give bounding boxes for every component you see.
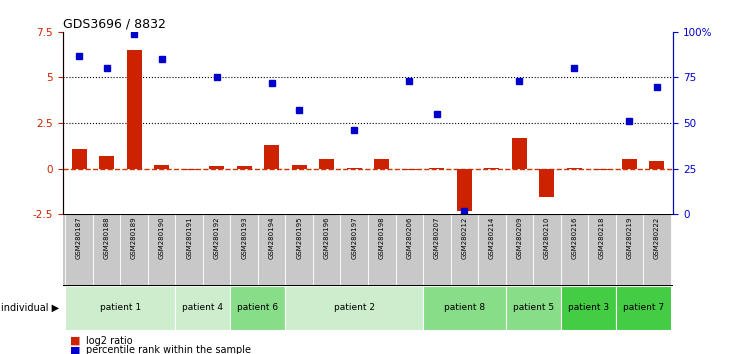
Bar [93, 214, 121, 285]
Bar [649, 161, 665, 169]
Text: GSM280196: GSM280196 [324, 216, 330, 259]
Bar [230, 286, 286, 330]
Bar [429, 168, 445, 169]
Bar [512, 138, 527, 169]
Text: GSM280207: GSM280207 [434, 216, 440, 259]
Text: GSM280206: GSM280206 [406, 216, 412, 259]
Bar [450, 214, 478, 285]
Text: GSM280209: GSM280209 [517, 216, 523, 259]
Bar [313, 214, 341, 285]
Bar [402, 169, 417, 170]
Bar [154, 165, 169, 169]
Bar [395, 214, 423, 285]
Bar [121, 214, 148, 285]
Text: patient 2: patient 2 [333, 303, 375, 313]
Bar [148, 214, 175, 285]
Text: patient 1: patient 1 [100, 303, 141, 313]
Text: GSM280195: GSM280195 [296, 216, 302, 259]
Bar [615, 214, 643, 285]
Bar [203, 214, 230, 285]
Bar [286, 214, 313, 285]
Bar [423, 214, 450, 285]
Bar [368, 214, 395, 285]
Bar [71, 149, 87, 169]
Bar [561, 214, 588, 285]
Bar [567, 168, 582, 169]
Bar [291, 165, 307, 169]
Bar [347, 168, 362, 169]
Bar [643, 214, 670, 285]
Text: patient 5: patient 5 [512, 303, 553, 313]
Text: GSM280192: GSM280192 [213, 216, 219, 259]
Bar [236, 166, 252, 169]
Bar [127, 50, 141, 169]
Bar [319, 159, 334, 169]
Bar [595, 169, 609, 170]
Bar [539, 169, 554, 197]
Bar [264, 145, 279, 169]
Text: patient 4: patient 4 [183, 303, 224, 313]
Text: GSM280214: GSM280214 [489, 216, 495, 259]
Bar [99, 156, 114, 169]
Bar [230, 214, 258, 285]
Bar [182, 169, 197, 170]
Text: GSM280193: GSM280193 [241, 216, 247, 259]
Bar [478, 214, 506, 285]
Bar [66, 286, 175, 330]
Text: GSM280210: GSM280210 [544, 216, 550, 259]
Text: GSM280189: GSM280189 [131, 216, 137, 259]
Text: ■: ■ [70, 336, 80, 346]
Text: patient 6: patient 6 [238, 303, 278, 313]
Bar [175, 214, 203, 285]
Text: GSM280190: GSM280190 [159, 216, 165, 259]
Bar [561, 286, 615, 330]
Text: GDS3696 / 8832: GDS3696 / 8832 [63, 18, 166, 31]
Text: patient 3: patient 3 [567, 303, 609, 313]
Text: log2 ratio: log2 ratio [86, 336, 132, 346]
Text: GSM280188: GSM280188 [104, 216, 110, 259]
Bar [66, 214, 93, 285]
Bar [588, 214, 615, 285]
Bar [423, 286, 506, 330]
Text: ■: ■ [70, 346, 80, 354]
Bar [374, 159, 389, 169]
Bar [209, 166, 224, 169]
Bar [506, 214, 533, 285]
Bar [484, 168, 500, 169]
Text: GSM280219: GSM280219 [626, 216, 632, 259]
Bar [622, 159, 637, 169]
Text: individual ▶: individual ▶ [1, 303, 59, 313]
Bar [506, 286, 561, 330]
Bar [457, 169, 472, 211]
Text: GSM280212: GSM280212 [461, 216, 467, 259]
Bar [533, 214, 561, 285]
Text: GSM280187: GSM280187 [76, 216, 82, 259]
Text: GSM280218: GSM280218 [599, 216, 605, 259]
Bar [341, 214, 368, 285]
Text: patient 7: patient 7 [623, 303, 664, 313]
Text: GSM280197: GSM280197 [351, 216, 357, 259]
Text: GSM280194: GSM280194 [269, 216, 275, 259]
Bar [258, 214, 286, 285]
Text: GSM280198: GSM280198 [379, 216, 385, 259]
Text: GSM280191: GSM280191 [186, 216, 192, 259]
Bar [175, 286, 230, 330]
Text: GSM280216: GSM280216 [571, 216, 577, 259]
Text: GSM280222: GSM280222 [654, 216, 660, 258]
Bar [286, 286, 423, 330]
Bar [615, 286, 670, 330]
Text: percentile rank within the sample: percentile rank within the sample [86, 346, 251, 354]
Text: patient 8: patient 8 [444, 303, 485, 313]
